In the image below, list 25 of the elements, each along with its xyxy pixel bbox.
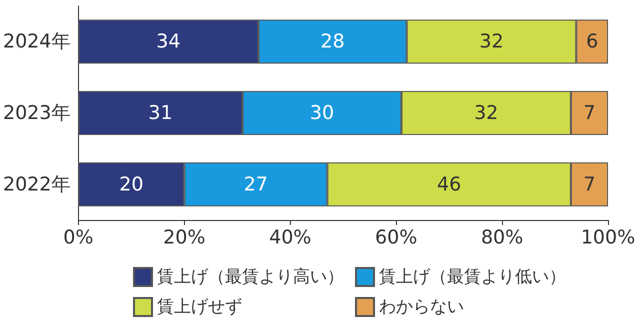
x-tick-label: 60% bbox=[375, 226, 418, 248]
data-label: 27 bbox=[244, 173, 268, 196]
legend-label: 賃上げせず bbox=[157, 297, 242, 317]
x-tick-label: 20% bbox=[163, 226, 206, 248]
x-tick-label: 40% bbox=[269, 226, 312, 248]
y-tick-label: 2024年 bbox=[2, 30, 70, 53]
data-label: 6 bbox=[586, 30, 598, 53]
data-label: 46 bbox=[437, 173, 462, 196]
data-label: 20 bbox=[119, 173, 144, 196]
data-label: 31 bbox=[148, 102, 173, 124]
legend-label: わからない bbox=[379, 297, 464, 317]
legend-label: 賃上げ（最賃より低い） bbox=[379, 267, 566, 287]
data-label: 32 bbox=[479, 30, 504, 53]
data-label: 34 bbox=[156, 30, 180, 53]
data-label: 28 bbox=[320, 30, 345, 53]
y-tick-label: 2023年 bbox=[2, 102, 70, 124]
data-label: 7 bbox=[583, 173, 596, 196]
data-label: 7 bbox=[583, 102, 596, 124]
data-label: 30 bbox=[310, 102, 334, 124]
x-tick-label: 0% bbox=[63, 226, 94, 248]
legend-label: 賃上げ（最賃より高い） bbox=[157, 267, 344, 287]
y-tick-label: 2022年 bbox=[2, 173, 70, 196]
x-tick-label: 100% bbox=[580, 226, 636, 248]
data-label: 32 bbox=[474, 102, 498, 124]
x-tick-label: 80% bbox=[480, 226, 524, 248]
